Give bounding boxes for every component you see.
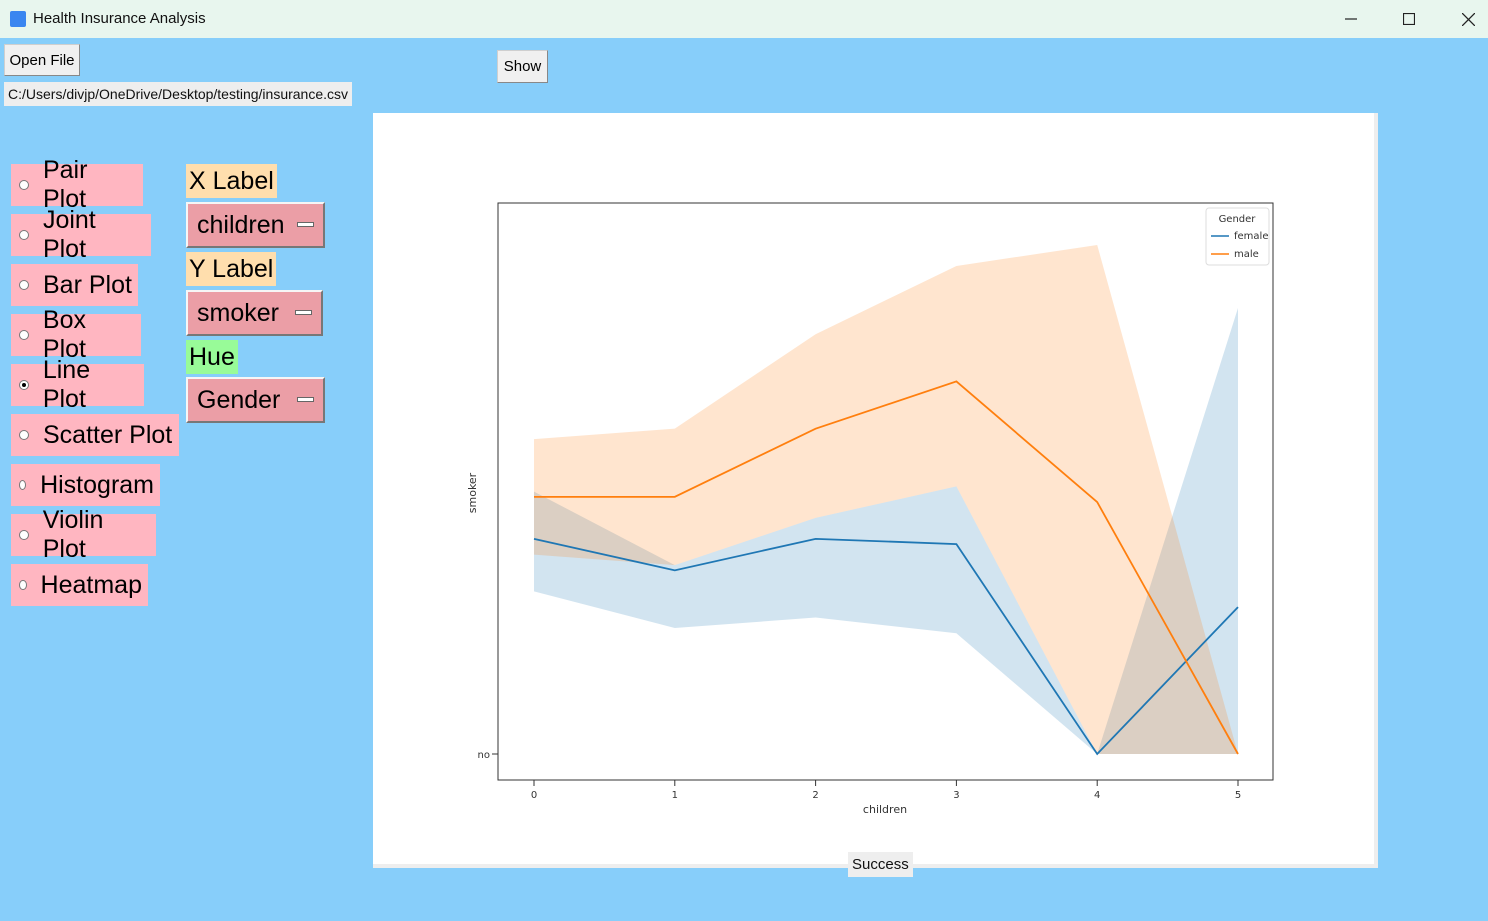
legend-label-female: female bbox=[1234, 231, 1268, 242]
x-tick-label: 1 bbox=[672, 790, 678, 801]
y-label-value: smoker bbox=[197, 298, 279, 327]
title-bar: Health Insurance Analysis bbox=[0, 0, 1488, 38]
series-line-male bbox=[534, 380, 1239, 755]
radio-indicator bbox=[19, 530, 29, 540]
maximize-icon[interactable] bbox=[1380, 0, 1438, 38]
plot-axes-frame bbox=[497, 202, 1274, 781]
dropdown-indicator-icon bbox=[297, 222, 314, 227]
y-axis-label: smoker bbox=[466, 472, 479, 513]
x-label-title: X Label bbox=[186, 164, 277, 198]
window-title: Health Insurance Analysis bbox=[33, 10, 206, 27]
radio-label: Pair Plot bbox=[42, 156, 88, 213]
series-line-female bbox=[533, 537, 1239, 756]
radio-indicator bbox=[19, 480, 27, 490]
hue-value: Gender bbox=[197, 385, 281, 414]
chart-legend: Gender female male bbox=[1205, 207, 1270, 266]
radio-indicator bbox=[19, 180, 29, 190]
radio-label: Histogram bbox=[40, 470, 154, 499]
x-label-value: children bbox=[197, 210, 285, 239]
x-tick-label: 0 bbox=[531, 790, 537, 801]
app-icon bbox=[10, 11, 26, 27]
radio-indicator bbox=[19, 230, 29, 240]
radio-joint-plot[interactable]: Joint Plot bbox=[11, 206, 151, 263]
radio-label: Heatmap bbox=[40, 570, 142, 599]
status-label: Success bbox=[848, 852, 913, 877]
legend-label-male: male bbox=[1234, 249, 1259, 260]
file-path-label: C:/Users/divjp/OneDrive/Desktop/testing/… bbox=[4, 82, 353, 106]
radio-line-plot[interactable]: Line Plot bbox=[11, 356, 144, 413]
x-label-dropdown[interactable]: children bbox=[186, 202, 325, 248]
radio-indicator bbox=[19, 580, 27, 590]
radio-bar-plot[interactable]: Bar Plot bbox=[11, 264, 138, 306]
show-button[interactable]: Show bbox=[497, 50, 548, 83]
radio-pair-plot[interactable]: Pair Plot bbox=[11, 156, 143, 213]
radio-indicator bbox=[19, 280, 29, 290]
plot-canvas: 0 1 2 3 4 5 no children smoker Gender female … bbox=[373, 113, 1378, 868]
x-tick-label: 3 bbox=[953, 790, 959, 801]
radio-label: Joint Plot bbox=[42, 206, 96, 263]
ci-band-female bbox=[534, 307, 1238, 754]
radio-histogram[interactable]: Histogram bbox=[11, 464, 160, 506]
radio-indicator bbox=[19, 430, 29, 440]
radio-indicator bbox=[19, 330, 29, 340]
minimize-icon[interactable] bbox=[1322, 0, 1380, 38]
hue-title: Hue bbox=[186, 340, 238, 374]
x-tick-label: 2 bbox=[812, 790, 818, 801]
y-label-dropdown[interactable]: smoker bbox=[186, 290, 323, 336]
x-tick-label: 5 bbox=[1235, 790, 1241, 801]
x-axis-label: children bbox=[863, 803, 907, 816]
radio-label: Box Plot bbox=[42, 306, 86, 363]
x-tick-label: 4 bbox=[1094, 790, 1100, 801]
radio-violin-plot[interactable]: Violin Plot bbox=[11, 506, 156, 563]
radio-heatmap[interactable]: Heatmap bbox=[11, 564, 148, 606]
dropdown-indicator-icon bbox=[297, 397, 314, 402]
radio-box-plot[interactable]: Box Plot bbox=[11, 306, 141, 363]
radio-label: Scatter Plot bbox=[43, 420, 173, 449]
radio-label: Violin Plot bbox=[42, 506, 104, 563]
legend-title: Gender bbox=[1219, 214, 1257, 225]
y-label-title: Y Label bbox=[186, 252, 277, 286]
open-file-button[interactable]: Open File bbox=[4, 44, 80, 76]
radio-scatter-plot[interactable]: Scatter Plot bbox=[11, 414, 179, 456]
ci-band-male bbox=[534, 244, 1238, 754]
close-icon[interactable] bbox=[1439, 0, 1488, 38]
radio-label: Line Plot bbox=[42, 356, 91, 413]
dropdown-indicator-icon bbox=[295, 310, 312, 315]
line-chart: 0 1 2 3 4 5 no children smoker Gender female … bbox=[466, 202, 1274, 816]
radio-indicator-selected bbox=[19, 380, 29, 390]
radio-label: Bar Plot bbox=[43, 270, 132, 299]
y-tick-label: no bbox=[478, 750, 490, 761]
hue-dropdown[interactable]: Gender bbox=[186, 377, 325, 423]
